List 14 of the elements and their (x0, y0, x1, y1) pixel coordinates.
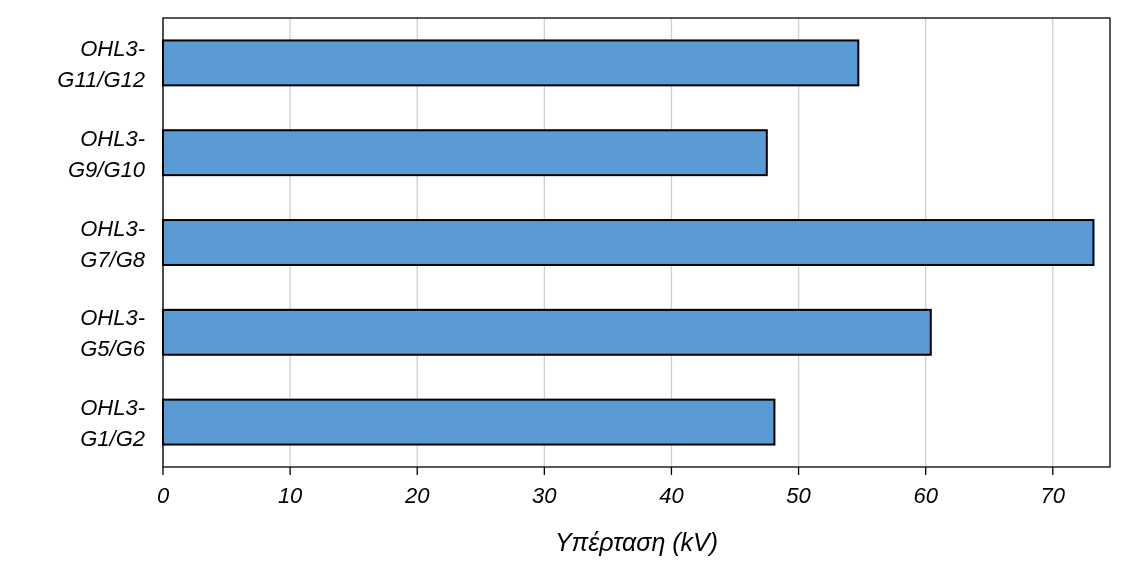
x-axis-title: Υπέρταση (kV) (554, 528, 719, 556)
x-tick-label: 20 (403, 483, 431, 508)
x-tick-label: 50 (786, 483, 812, 508)
x-tick-label: 70 (1040, 483, 1066, 508)
x-tick-label: 40 (659, 483, 685, 508)
x-tick-label: 10 (277, 483, 304, 508)
x-tick-label: 30 (532, 483, 558, 508)
y-tick-label: OHL3-G7/G8 (80, 215, 146, 272)
y-tick-label: OHL3-G11/G12 (57, 35, 145, 92)
x-tick-label: 60 (913, 483, 939, 508)
y-tick-label: OHL3-G1/G2 (80, 395, 145, 452)
y-tick-label: OHL3-G9/G10 (67, 125, 146, 182)
y-tick-label: OHL3-G5/G6 (80, 305, 146, 362)
x-tick-label: 0 (156, 483, 170, 508)
